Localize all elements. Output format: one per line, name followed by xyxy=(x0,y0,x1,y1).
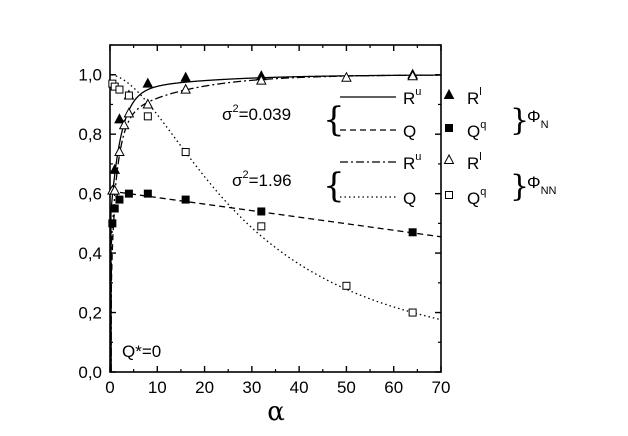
legend-right-brace: } xyxy=(510,103,529,138)
data-point xyxy=(180,71,191,82)
legend-marker-label: Rl xyxy=(467,86,482,108)
data-point xyxy=(342,281,351,290)
legend-phi-label: ΦN xyxy=(527,107,549,131)
x-axis-label: α xyxy=(267,397,285,427)
data-point xyxy=(114,145,125,157)
data-point xyxy=(110,204,119,213)
legend-line-label: Q xyxy=(403,122,416,141)
legend-marker-sample xyxy=(445,124,453,132)
legend-line-label: Ru xyxy=(403,86,421,108)
x-tick-label: 0 xyxy=(105,378,114,397)
x-tick-label: 70 xyxy=(432,378,451,397)
x-tick-label: 50 xyxy=(337,378,356,397)
y-tick-label: 0,6 xyxy=(78,185,102,204)
legend-left-brace: { xyxy=(323,166,345,206)
data-point xyxy=(108,219,117,228)
data-point xyxy=(142,77,154,88)
data-point xyxy=(143,112,152,121)
x-tick-label: 20 xyxy=(195,378,214,397)
data-point xyxy=(181,148,190,157)
legend-line-label: Ru xyxy=(403,151,421,173)
x-tick-label: 40 xyxy=(290,378,309,397)
plot-frame xyxy=(109,44,442,373)
series-curve xyxy=(111,74,442,321)
series-curve xyxy=(110,74,441,373)
data-point xyxy=(181,195,190,204)
legend-marker-sample xyxy=(445,191,453,199)
data-point xyxy=(109,163,121,174)
series-curve xyxy=(110,74,441,373)
series-curve xyxy=(110,191,441,321)
data-point xyxy=(180,83,191,94)
data-point xyxy=(341,71,352,82)
data-point xyxy=(257,222,266,231)
data-point xyxy=(143,189,152,198)
y-tick-label: 0,4 xyxy=(78,244,102,263)
data-point xyxy=(114,113,125,124)
data-point xyxy=(123,107,135,118)
data-point xyxy=(118,119,130,130)
legend-sigma-label: σ2=0.039 xyxy=(222,103,291,124)
legend-line-label: Q xyxy=(403,189,416,208)
legend-marker-label: Qq xyxy=(467,186,486,208)
data-point xyxy=(115,85,124,94)
data-point xyxy=(255,74,267,85)
data-point xyxy=(115,195,124,204)
y-tick-label: 0,8 xyxy=(78,125,102,144)
legend-right-brace: } xyxy=(510,169,529,204)
y-tick-label: 1,0 xyxy=(78,66,102,85)
data-point xyxy=(124,91,133,100)
legend-marker-sample xyxy=(443,153,455,164)
data-point xyxy=(124,189,133,198)
y-tick-label: 0,2 xyxy=(78,304,102,323)
x-tick-label: 60 xyxy=(384,378,403,397)
data-point xyxy=(407,70,418,81)
legend-marker-label: Rl xyxy=(467,151,482,173)
legend-sigma-label: σ2=1.96 xyxy=(232,169,292,190)
x-tick-label: 10 xyxy=(148,378,167,397)
data-point xyxy=(257,207,266,216)
legend-phi-label: ΦNN xyxy=(527,173,557,197)
y-tick-label: 0,0 xyxy=(78,363,102,382)
data-point xyxy=(142,98,154,109)
annotation-q-star: Q*=0 xyxy=(122,342,161,361)
data-point xyxy=(408,308,417,317)
legend-marker-sample xyxy=(443,88,455,99)
legend-marker-label: Qq xyxy=(467,119,486,141)
data-point xyxy=(408,228,417,237)
data-point xyxy=(109,184,121,195)
legend-left-brace: { xyxy=(323,100,345,140)
x-tick-label: 30 xyxy=(242,378,261,397)
